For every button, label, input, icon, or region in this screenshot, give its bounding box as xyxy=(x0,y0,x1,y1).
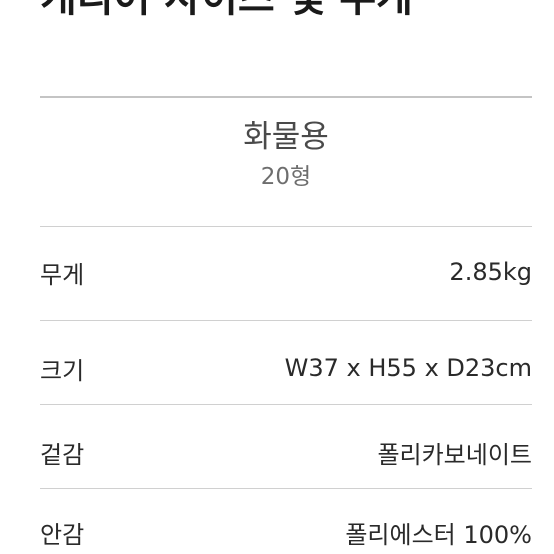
product-header: 화물용 20형 xyxy=(40,119,532,191)
spec-row-weight: 무게 2.85kg xyxy=(40,252,532,292)
divider xyxy=(40,488,532,489)
divider xyxy=(40,320,532,321)
spec-value: 2.85kg xyxy=(449,258,532,286)
product-size: 20형 xyxy=(260,163,312,190)
spec-row-size: 크기 W37 x H55 x D23cm xyxy=(40,348,532,388)
top-divider xyxy=(40,96,532,98)
spec-value: W37 x H55 x D23cm xyxy=(284,354,532,382)
spec-row-outer-material: 겉감 폴리카보네이트 xyxy=(40,432,532,472)
spec-value: 폴리카보네이트 xyxy=(377,440,532,469)
spec-row-inner-material: 안감 폴리에스터 100% xyxy=(40,512,532,552)
spec-label: 크기 xyxy=(40,356,85,385)
spec-label: 겉감 xyxy=(40,440,85,469)
divider xyxy=(40,404,532,405)
product-category: 화물용 xyxy=(243,119,329,155)
divider xyxy=(40,226,532,227)
spec-value: 폴리에스터 100% xyxy=(345,520,532,549)
spec-label: 무게 xyxy=(40,260,85,289)
spec-label: 안감 xyxy=(40,520,85,549)
page-title: 캐리어 사이즈 및 무게 xyxy=(40,0,413,18)
